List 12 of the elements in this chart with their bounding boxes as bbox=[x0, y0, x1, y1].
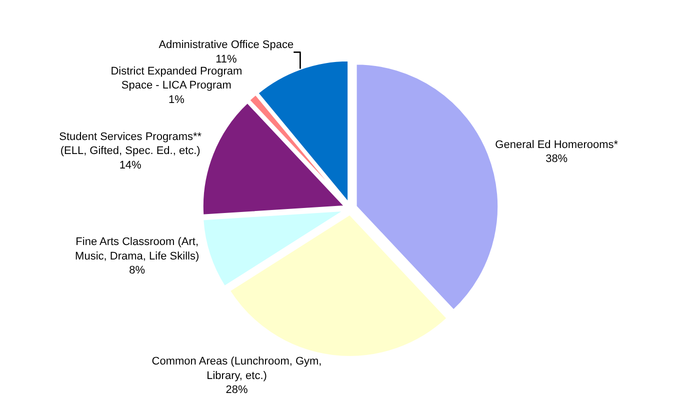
slice-label: Student Services Programs** (ELL, Gifted, Spec. Ed., etc.) bbox=[59, 130, 202, 158]
slice-label: Fine Arts Classroom (Art, Music, Drama, Life Skills) bbox=[75, 236, 200, 262]
data-label: 38% bbox=[546, 153, 568, 166]
data-label: 28% bbox=[226, 384, 248, 396]
slice-label: General Ed Homerooms* bbox=[495, 138, 619, 151]
slice-label: Administrative Office Space bbox=[158, 39, 294, 52]
slice-label: Common Areas (Lunchroom, Gym, Library, etc.) bbox=[152, 356, 322, 382]
data-label: 11% bbox=[216, 53, 237, 66]
data-label: 14% bbox=[119, 159, 142, 172]
data-label: 1% bbox=[168, 94, 185, 106]
data-label: 8% bbox=[129, 264, 146, 277]
slice-label: District Expanded Program Space - LICA Program bbox=[110, 65, 242, 92]
